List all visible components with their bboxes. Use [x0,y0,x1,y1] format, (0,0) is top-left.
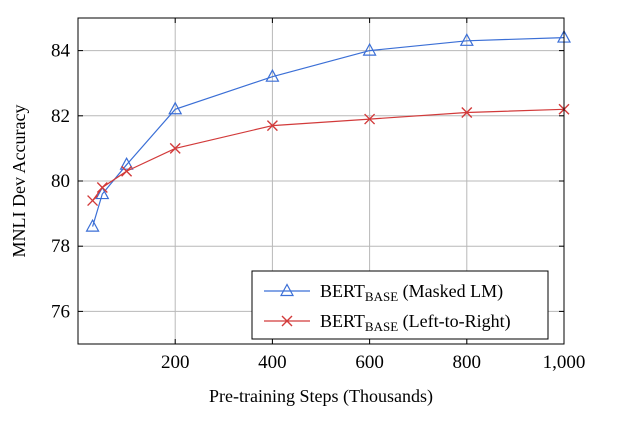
data-point-x [169,142,181,154]
y-tick-label: 78 [51,236,70,257]
legend-marker-triangle [279,283,295,297]
data-point-x [96,182,108,194]
data-point-triangle [119,156,134,170]
y-axis-label: MNLI Dev Accuracy [9,105,29,258]
legend-label: BERTBASE (Masked LM) [320,281,503,304]
x-axis-label: Pre-training Steps (Thousands) [209,386,433,407]
x-tick-label: 600 [355,352,384,373]
data-point-triangle [95,186,110,200]
x-tick-label: 200 [161,352,190,373]
data-point-triangle [459,33,474,46]
legend-box [251,270,549,340]
y-tick-label: 82 [51,106,70,127]
data-point-triangle [85,218,100,232]
y-tick-label: 76 [51,301,70,322]
data-point-x [461,107,473,119]
legend-marker-x [281,315,293,327]
x-tick-label: 800 [453,352,482,373]
data-point-triangle [265,68,280,82]
series-layer [85,29,572,232]
axes: 200 400 600 800 1,000 76 78 80 82 84 Pre-training … [9,17,586,407]
y-tick-label: 84 [51,41,71,62]
data-point-x [266,120,278,132]
data-point-x [364,113,376,125]
data-point-x [87,195,99,207]
series-line [92,37,565,227]
y-tick-label: 80 [51,171,70,192]
legend: BERTBASE (Masked LM) BERTBASE (Left-to-Ri… [251,270,549,340]
legend-label: BERTBASE (Left-to-Right) [320,311,511,334]
data-point-triangle [362,42,377,56]
x-tick-label: 1,000 [543,352,586,373]
data-point-x [121,165,133,177]
series-line [92,108,565,201]
data-point-triangle [168,101,183,115]
x-tick-label: 400 [258,352,287,373]
